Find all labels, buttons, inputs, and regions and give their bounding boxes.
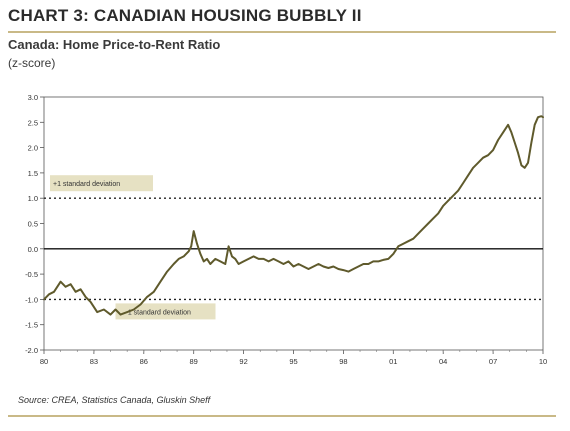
y-tick-label: -2.0 xyxy=(25,346,38,355)
y-tick-label: -0.5 xyxy=(25,270,38,279)
y-tick-label: 2.5 xyxy=(28,118,38,127)
x-tick-label: 89 xyxy=(190,357,198,366)
x-tick-label: 07 xyxy=(489,357,497,366)
x-tick-label: 86 xyxy=(140,357,148,366)
y-tick-label: 0.5 xyxy=(28,220,38,229)
x-tick-label: 95 xyxy=(289,357,297,366)
y-tick-label: 2.0 xyxy=(28,144,38,153)
y-tick-label: 3.0 xyxy=(28,93,38,102)
units-label: (z-score) xyxy=(8,56,56,70)
annotation-box xyxy=(115,303,216,320)
x-tick-label: 01 xyxy=(389,357,397,366)
x-tick-label: 80 xyxy=(40,357,48,366)
y-tick-label: -1.5 xyxy=(25,321,38,330)
x-tick-label: 10 xyxy=(539,357,547,366)
x-tick-label: 83 xyxy=(90,357,98,366)
chart-subtitle: Canada: Home Price-to-Rent Ratio xyxy=(8,37,221,52)
y-axis: -2.0 -1.5 -1.0 -0.5 0.0 0.5 1.0 1.5 2.0 2.5 3.0 xyxy=(25,93,44,355)
annotation-label: -1 standard deviation xyxy=(126,309,191,316)
series-layer xyxy=(43,115,544,316)
x-axis: 80 83 86 89 92 95 98 01 04 07 10 xyxy=(40,350,547,366)
bottom-rule xyxy=(8,415,556,417)
y-tick-label: 1.5 xyxy=(28,169,38,178)
annotation-box xyxy=(50,175,153,192)
reference-lines xyxy=(44,197,543,301)
source-note: Source: CREA, Statistics Canada, Gluskin… xyxy=(18,395,211,405)
x-tick-label: 98 xyxy=(339,357,347,366)
x-tick-label: 04 xyxy=(439,357,447,366)
top-rule xyxy=(8,31,556,33)
y-tick-label: -1.0 xyxy=(25,295,38,304)
series-line xyxy=(43,115,544,316)
chart-title: CHART 3: CANADIAN HOUSING BUBBLY II xyxy=(8,6,362,25)
y-tick-label: 1.0 xyxy=(28,194,38,203)
annotation-label: +1 standard deviation xyxy=(53,181,120,188)
x-tick-label: 92 xyxy=(239,357,247,366)
y-tick-label: 0.0 xyxy=(28,245,38,254)
annotations: +1 standard deviation -1 standard deviati… xyxy=(50,175,216,320)
